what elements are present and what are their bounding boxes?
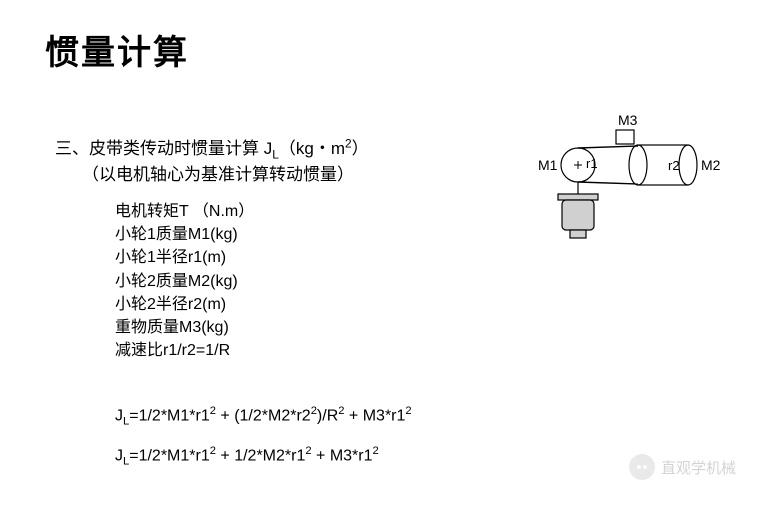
param-line: 小轮1半径r1(m)	[115, 246, 254, 269]
param-line: 小轮2质量M2(kg)	[115, 270, 254, 293]
formula-2: JL=1/2*M1*r12 + 1/2*M2*r12 + M3*r12	[115, 445, 379, 468]
belt-drive-diagram: M1 M2 M3 r1 r2	[508, 110, 728, 280]
formula-1: JL=1/2*M1*r12 + (1/2*M2*r22)/R2 + M3*r12	[115, 405, 412, 428]
param-line: 小轮2半径r2(m)	[115, 293, 254, 316]
parameter-list: 电机转矩T （N.m） 小轮1质量M1(kg) 小轮1半径r1(m) 小轮2质量…	[115, 200, 254, 362]
param-line: 减速比r1/r2=1/R	[115, 339, 254, 362]
label-m1: M1	[538, 157, 558, 173]
param-line: 小轮1质量M1(kg)	[115, 223, 254, 246]
label-m3: M3	[618, 112, 638, 128]
param-line: 电机转矩T （N.m）	[115, 200, 254, 223]
section-heading-text: 三、皮带类传动时惯量计算 JL（kg・m2）	[55, 139, 369, 158]
watermark: 直观学机械	[629, 454, 736, 480]
section-subheading: （以电机轴心为基准计算转动惯量）	[82, 160, 354, 185]
label-r1: r1	[586, 156, 598, 171]
wechat-icon	[629, 454, 655, 480]
label-m2: M2	[701, 157, 721, 173]
section-heading: 三、皮带类传动时惯量计算 JL（kg・m2）	[55, 135, 369, 163]
page-title: 惯量计算	[45, 25, 189, 74]
label-r2: r2	[668, 158, 680, 173]
watermark-text: 直观学机械	[661, 457, 736, 478]
param-line: 重物质量M3(kg)	[115, 316, 254, 339]
